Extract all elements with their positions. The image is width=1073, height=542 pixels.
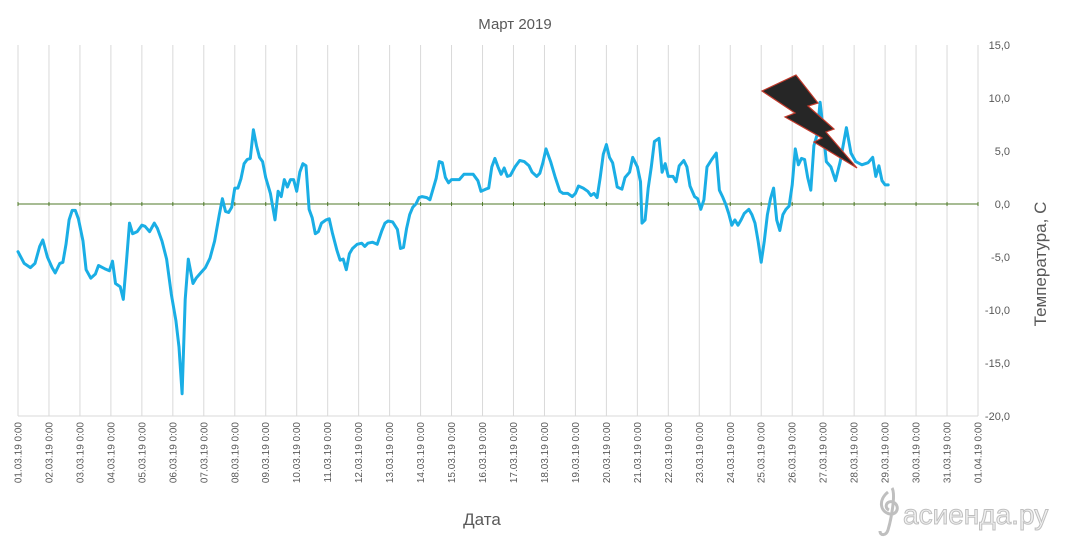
x-tick-label: 16.03.19 0:00 [478,422,489,484]
x-tick-label: 28.03.19 0:00 [850,422,861,484]
x-tick-label: 04.03.19 0:00 [106,422,117,484]
x-tick-label: 08.03.19 0:00 [230,422,241,484]
temperature-series-line [16,100,890,396]
x-tick-label: 18.03.19 0:00 [540,422,551,484]
y-tick-label: 5,0 [995,146,1010,158]
x-tick-label: 30.03.19 0:00 [912,422,923,484]
x-tick-label: 19.03.19 0:00 [571,422,582,484]
chart-title: Март 2019 [478,16,551,33]
x-tick-label: 29.03.19 0:00 [881,422,892,484]
y-tick-label: 15,0 [989,40,1010,52]
x-tick-label: 15.03.19 0:00 [447,422,458,484]
zero-line-group [17,202,979,206]
x-tick-label: 10.03.19 0:00 [292,422,303,484]
x-tick-label: 12.03.19 0:00 [354,422,365,484]
y-tick-label: -15,0 [985,358,1010,370]
x-axis-ticks: 01.03.19 0:00 02.03.19 0:00 03.03.19 0:00 0… [14,422,985,484]
x-tick-label: 25.03.19 0:00 [757,422,768,484]
grid-lines [17,45,979,417]
y-tick-label: -20,0 [985,411,1010,423]
x-tick-label: 01.03.19 0:00 [14,422,25,484]
y-tick-label: -5,0 [991,252,1010,264]
x-tick-label: 31.03.19 0:00 [943,422,954,484]
x-tick-label: 06.03.19 0:00 [168,422,179,484]
x-tick-label: 11.03.19 0:00 [323,422,334,483]
watermark-logo: асиенда.ру [878,487,1049,537]
x-tick-label: 09.03.19 0:00 [261,422,272,484]
x-tick-label: 05.03.19 0:00 [137,422,148,484]
x-tick-label: 26.03.19 0:00 [788,422,799,484]
x-axis-title: Дата [463,510,501,529]
x-tick-label: 17.03.19 0:00 [509,422,520,484]
y-tick-label: -10,0 [985,305,1010,317]
x-tick-label: 27.03.19 0:00 [819,422,830,484]
x-tick-label: 03.03.19 0:00 [75,422,86,484]
x-tick-label: 07.03.19 0:00 [199,422,210,484]
y-axis-title: Температура, С [1031,202,1050,327]
x-tick-label: 20.03.19 0:00 [602,422,613,484]
x-tick-label: 13.03.19 0:00 [385,422,396,484]
x-tick-label: 01.04.19 0:00 [974,422,985,484]
y-tick-label: 10,0 [989,93,1010,105]
x-tick-label: 24.03.19 0:00 [726,422,737,484]
x-tick-label: 21.03.19 0:00 [633,422,644,484]
x-tick-label: 23.03.19 0:00 [695,422,706,484]
x-tick-label: 02.03.19 0:00 [44,422,55,484]
x-tick-label: 22.03.19 0:00 [664,422,675,484]
x-tick-label: 14.03.19 0:00 [416,422,427,484]
y-tick-label: 0,0 [995,199,1010,211]
y-axis-ticks: -20,0 -15,0 -10,0 -5,0 0,0 5,0 10,0 15,0 [985,40,1010,423]
series-group [16,100,890,396]
treble-clef-icon [878,487,899,537]
lightning-bolt-icon [760,74,858,169]
watermark-text: асиенда.ру [903,499,1048,530]
